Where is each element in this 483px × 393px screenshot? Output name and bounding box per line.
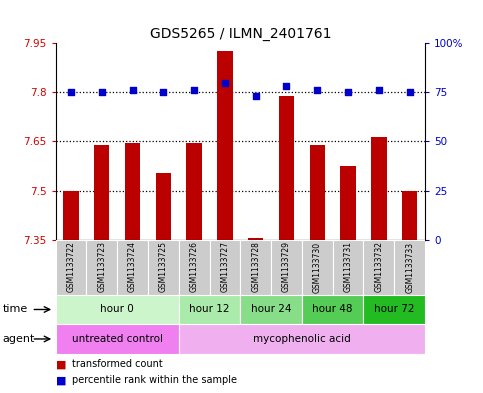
- Bar: [333, 240, 364, 295]
- Bar: [240, 240, 271, 295]
- Bar: [56, 295, 179, 324]
- Text: ■: ■: [56, 359, 66, 369]
- Bar: [364, 295, 425, 324]
- Text: untreated control: untreated control: [71, 334, 163, 344]
- Bar: [94, 145, 110, 240]
- Bar: [248, 238, 263, 240]
- Text: GSM1133723: GSM1133723: [97, 241, 106, 292]
- Text: ■: ■: [56, 375, 66, 385]
- Bar: [186, 143, 202, 240]
- Point: [344, 89, 352, 95]
- Text: GSM1133724: GSM1133724: [128, 241, 137, 292]
- Point: [252, 93, 259, 99]
- Point: [159, 89, 167, 95]
- Bar: [156, 173, 171, 240]
- Text: GSM1133725: GSM1133725: [159, 241, 168, 292]
- Point: [190, 87, 198, 94]
- Bar: [148, 240, 179, 295]
- Bar: [217, 51, 233, 240]
- Bar: [179, 240, 210, 295]
- Text: mycophenolic acid: mycophenolic acid: [253, 334, 351, 344]
- Point: [283, 83, 290, 90]
- Point: [98, 89, 106, 95]
- Bar: [117, 240, 148, 295]
- Text: hour 0: hour 0: [100, 305, 134, 314]
- Bar: [341, 166, 356, 240]
- Bar: [302, 240, 333, 295]
- Point: [128, 87, 136, 94]
- Point: [375, 87, 383, 94]
- Text: GSM1133722: GSM1133722: [67, 241, 75, 292]
- Text: GSM1133728: GSM1133728: [251, 241, 260, 292]
- Text: GSM1133731: GSM1133731: [343, 241, 353, 292]
- Bar: [179, 324, 425, 354]
- Text: percentile rank within the sample: percentile rank within the sample: [72, 375, 238, 385]
- Bar: [125, 143, 140, 240]
- Text: time: time: [2, 305, 28, 314]
- Text: hour 48: hour 48: [313, 305, 353, 314]
- Point: [406, 89, 413, 95]
- Bar: [310, 145, 325, 240]
- Bar: [56, 324, 179, 354]
- Bar: [364, 240, 394, 295]
- Text: hour 24: hour 24: [251, 305, 291, 314]
- Bar: [86, 240, 117, 295]
- Bar: [394, 240, 425, 295]
- Bar: [271, 240, 302, 295]
- Text: agent: agent: [2, 334, 35, 344]
- Text: GSM1133726: GSM1133726: [190, 241, 199, 292]
- Point: [221, 79, 229, 86]
- Bar: [56, 240, 86, 295]
- Text: GSM1133729: GSM1133729: [282, 241, 291, 292]
- Bar: [210, 240, 240, 295]
- Title: GDS5265 / ILMN_2401761: GDS5265 / ILMN_2401761: [150, 27, 331, 41]
- Text: GSM1133733: GSM1133733: [405, 241, 414, 292]
- Text: GSM1133727: GSM1133727: [220, 241, 229, 292]
- Bar: [63, 191, 79, 240]
- Text: transformed count: transformed count: [72, 359, 163, 369]
- Point: [313, 87, 321, 94]
- Text: GSM1133732: GSM1133732: [374, 241, 384, 292]
- Bar: [302, 295, 364, 324]
- Bar: [179, 295, 240, 324]
- Bar: [402, 191, 417, 240]
- Bar: [371, 137, 386, 240]
- Text: GSM1133730: GSM1133730: [313, 241, 322, 292]
- Point: [67, 89, 75, 95]
- Text: hour 72: hour 72: [374, 305, 414, 314]
- Text: hour 12: hour 12: [189, 305, 230, 314]
- Bar: [240, 295, 302, 324]
- Bar: [279, 95, 294, 240]
